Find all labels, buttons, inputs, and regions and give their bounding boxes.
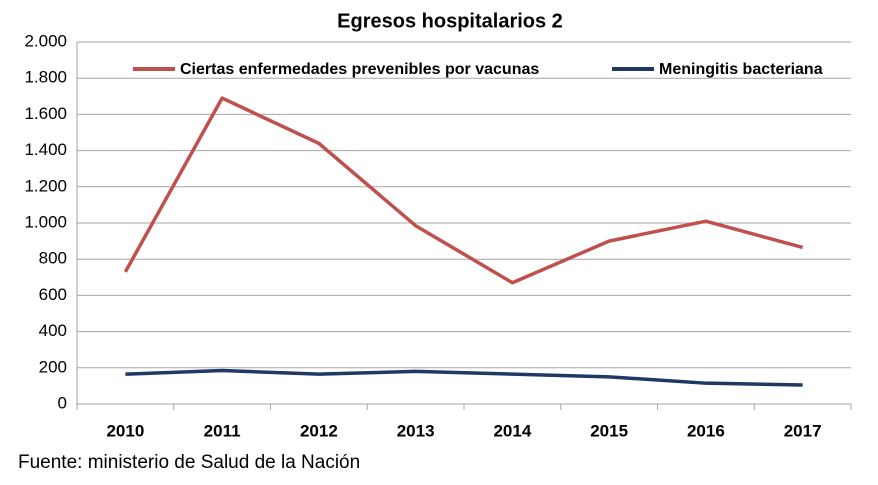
legend-label: Ciertas enfermedades prevenibles por vac… (180, 61, 539, 78)
x-tick-label: 2016 (687, 421, 725, 440)
x-tick-label: 2012 (300, 421, 338, 440)
chart-title: Egresos hospitalarios 2 (337, 10, 563, 32)
legend-label: Meningitis bacteriana (659, 61, 823, 78)
y-tick-label: 800 (39, 249, 67, 268)
x-tick-label: 2010 (106, 421, 144, 440)
x-tick-label: 2013 (397, 421, 435, 440)
x-tick-label: 2015 (590, 421, 628, 440)
x-tick-label: 2014 (493, 421, 531, 440)
y-tick-label: 400 (39, 321, 67, 340)
y-tick-label: 1.600 (24, 104, 67, 123)
y-tick-label: 600 (39, 285, 67, 304)
y-tick-label: 200 (39, 357, 67, 376)
series-line (123, 96, 804, 285)
y-tick-label: 0 (58, 393, 67, 412)
y-tick-label: 1.800 (24, 68, 67, 87)
y-tick-label: 2.000 (24, 31, 67, 50)
y-tick-label: 1.200 (24, 176, 67, 195)
source-note: Fuente: ministerio de Salud de la Nación (18, 452, 360, 473)
series-line (125, 368, 803, 387)
y-tick-label: 1.000 (24, 212, 67, 231)
x-tick-label: 2017 (784, 421, 822, 440)
x-tick-label: 2011 (204, 421, 241, 440)
y-tick-label: 1.400 (24, 140, 67, 159)
